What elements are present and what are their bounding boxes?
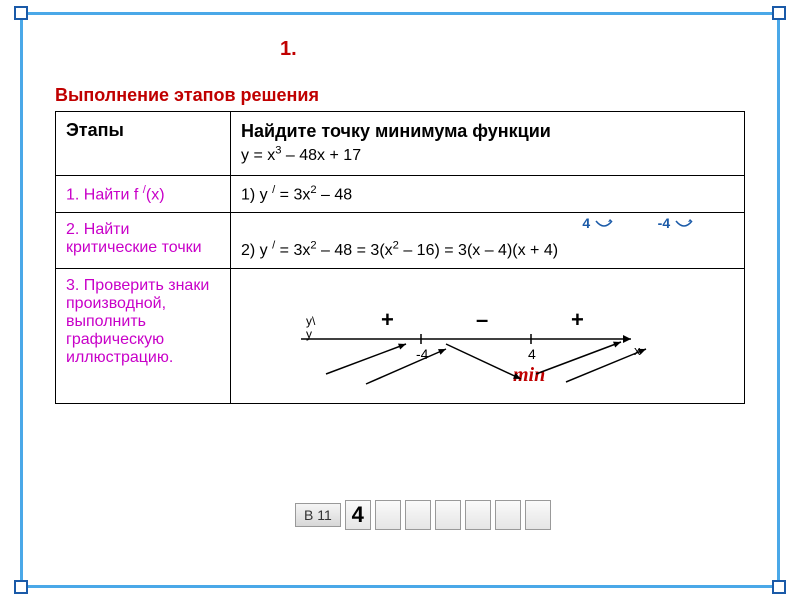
header-stages: Этапы [56,112,231,176]
step1-work: 1) y / = 3x2 – 48 [231,175,745,212]
problem-cell: Найдите точку минимума функции y = x3 – … [231,112,745,176]
step2-formula: 2) y / = 3x2 – 48 = 3(x2 – 16) = 3(x – 4… [241,242,558,259]
answer-row: В 11 4 [295,500,551,530]
answer-blank [525,500,551,530]
answer-label: В 11 [295,503,341,527]
corner-decoration [14,580,28,594]
problem-formula: y = x3 – 48x + 17 [241,147,361,164]
step3-label: 3. Проверить знаки производной, выполнит… [56,268,231,403]
answer-digit: 4 [345,500,371,530]
svg-text:–: – [476,307,488,332]
svg-text:+: + [381,307,394,332]
solution-table: Этапы Найдите точку минимума функции y =… [55,111,745,404]
sign-diagram: -44xy\y+–+min [231,269,711,404]
svg-text:min: min [513,364,545,386]
answer-blank [465,500,491,530]
step2-label: 2. Найти критические точки [56,213,231,268]
answer-blank [405,500,431,530]
root-annotation-2: -4 [658,215,694,231]
svg-text:y\: y\ [306,314,316,328]
corner-decoration [772,6,786,20]
root-annotation-1: 4 [582,215,614,231]
problem-title: Найдите точку минимума функции [241,121,551,141]
corner-decoration [14,6,28,20]
answer-blank [435,500,461,530]
step1-label: 1. Найти f /(x) [56,175,231,212]
sign-diagram-cell: -44xy\y+–+min [231,268,745,403]
svg-text:y: y [306,327,312,341]
answer-blank [375,500,401,530]
svg-text:4: 4 [528,346,536,362]
section-heading: Выполнение этапов решения [55,85,745,106]
corner-decoration [772,580,786,594]
answer-blank [495,500,521,530]
slide-number: 1. [280,38,297,61]
svg-text:+: + [571,307,584,332]
step2-work: 4 -4 2) y / = 3x2 – 48 = 3(x2 – 16) = 3(… [231,213,745,268]
